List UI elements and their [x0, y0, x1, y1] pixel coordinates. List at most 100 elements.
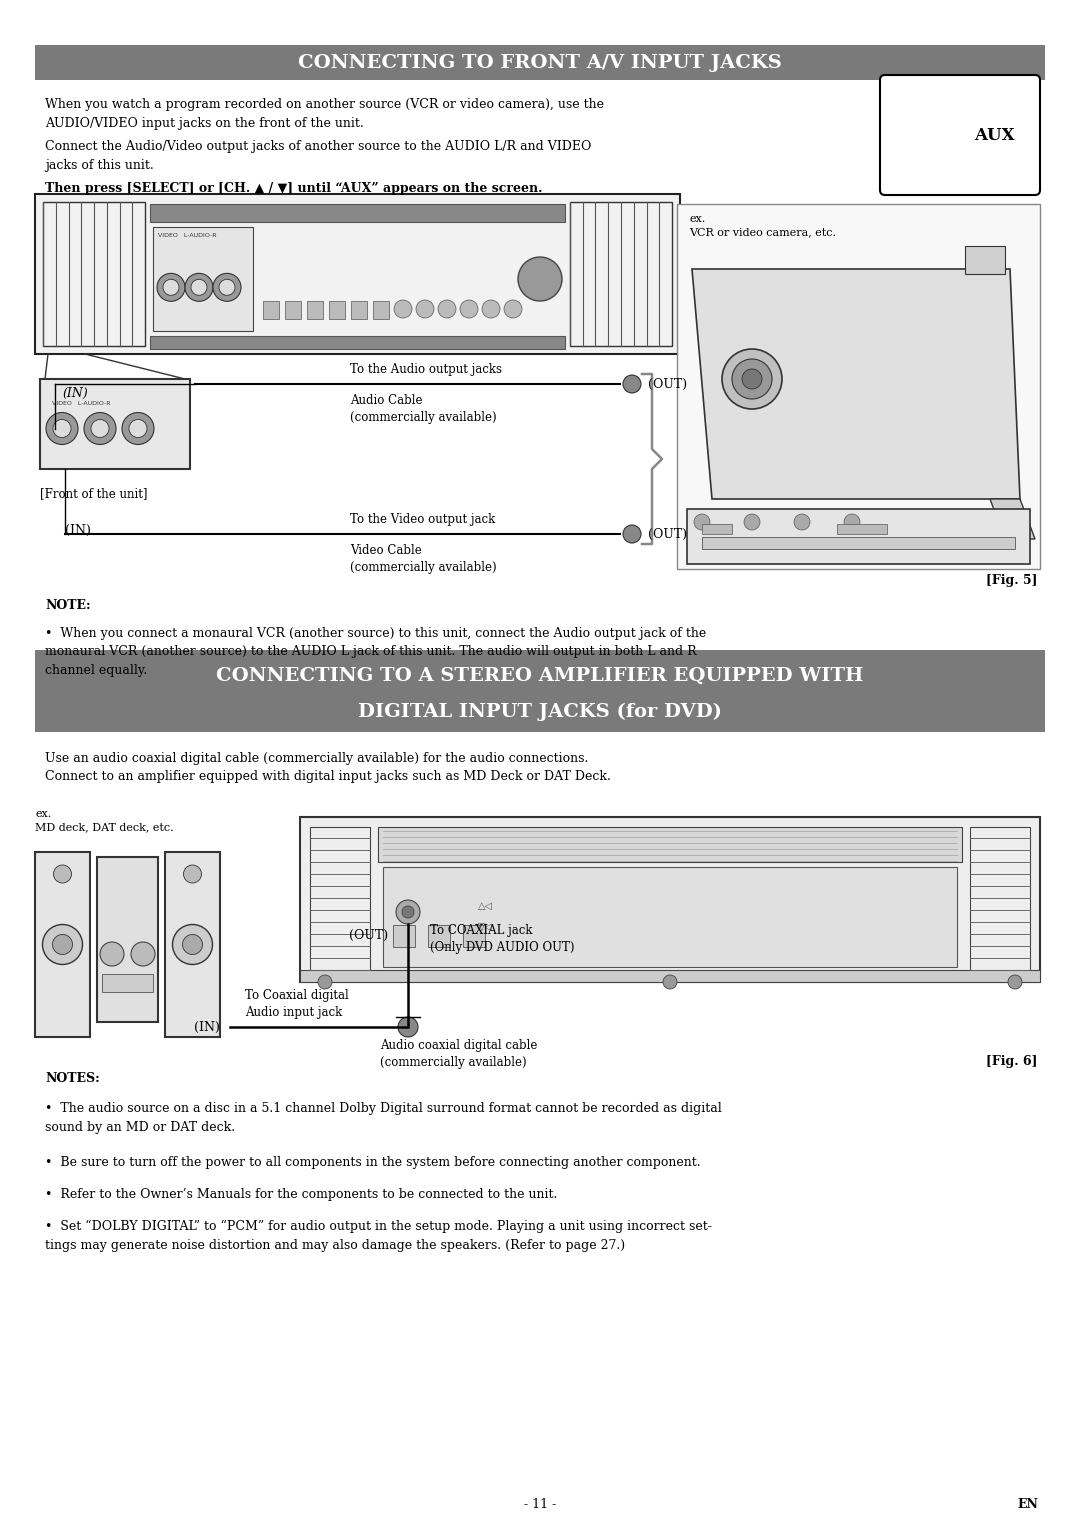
- Circle shape: [416, 301, 434, 317]
- Bar: [300, 971, 1040, 983]
- Circle shape: [394, 301, 411, 317]
- Text: •  Refer to the Owner’s Manuals for the components to be connected to the unit.: • Refer to the Owner’s Manuals for the c…: [45, 1189, 557, 1201]
- Text: (IN): (IN): [194, 1021, 220, 1033]
- Bar: [102, 974, 153, 992]
- Circle shape: [438, 301, 456, 317]
- Bar: [570, 201, 672, 346]
- Circle shape: [396, 900, 420, 925]
- Circle shape: [518, 256, 562, 301]
- Bar: [97, 858, 158, 1022]
- Text: VIDEO   L-AUDIO-R: VIDEO L-AUDIO-R: [158, 233, 216, 238]
- Bar: [165, 852, 220, 1038]
- Bar: [837, 523, 887, 534]
- Circle shape: [213, 273, 241, 301]
- Text: AUX: AUX: [974, 127, 1015, 143]
- Circle shape: [131, 942, 156, 966]
- Circle shape: [185, 273, 213, 301]
- Circle shape: [184, 865, 202, 884]
- Text: (OUT): (OUT): [349, 929, 388, 942]
- Bar: [687, 510, 1030, 565]
- Polygon shape: [990, 499, 1035, 539]
- Circle shape: [794, 514, 810, 530]
- Circle shape: [84, 412, 116, 444]
- Text: Then press [SELECT] or [CH. ▲ / ▼] until “AUX” appears on the screen.: Then press [SELECT] or [CH. ▲ / ▼] until…: [45, 182, 542, 195]
- Circle shape: [402, 906, 414, 919]
- Circle shape: [723, 349, 782, 409]
- Circle shape: [173, 925, 213, 964]
- Text: ex.
VCR or video camera, etc.: ex. VCR or video camera, etc.: [689, 214, 836, 237]
- Bar: [307, 301, 323, 319]
- Text: To the Audio output jacks: To the Audio output jacks: [350, 363, 502, 375]
- Circle shape: [504, 301, 522, 317]
- Circle shape: [744, 514, 760, 530]
- Bar: [153, 227, 253, 331]
- Circle shape: [163, 279, 179, 296]
- Text: Audio Cable
(commercially available): Audio Cable (commercially available): [350, 394, 497, 424]
- Bar: [35, 194, 680, 354]
- Bar: [35, 44, 1045, 79]
- Text: NOTES:: NOTES:: [45, 1071, 99, 1085]
- Text: NOTE:: NOTE:: [45, 600, 91, 612]
- Circle shape: [53, 420, 71, 438]
- Text: (IN): (IN): [65, 523, 91, 537]
- Text: •  When you connect a monaural VCR (another source) to this unit, connect the Au: • When you connect a monaural VCR (anoth…: [45, 627, 706, 678]
- Circle shape: [219, 279, 235, 296]
- Text: ▽◁: ▽◁: [478, 922, 492, 932]
- Text: To COAXIAL jack
(Only DVD AUDIO OUT): To COAXIAL jack (Only DVD AUDIO OUT): [430, 925, 575, 954]
- Bar: [329, 301, 345, 319]
- Circle shape: [460, 301, 478, 317]
- Text: (OUT): (OUT): [648, 377, 687, 391]
- Bar: [310, 827, 370, 972]
- Circle shape: [100, 942, 124, 966]
- Text: [Fig. 6]: [Fig. 6]: [986, 1054, 1038, 1068]
- Circle shape: [183, 934, 203, 954]
- Bar: [383, 867, 957, 967]
- Bar: [43, 201, 145, 346]
- Bar: [378, 827, 962, 862]
- Bar: [300, 816, 1040, 983]
- Bar: [428, 925, 450, 948]
- Circle shape: [399, 1016, 418, 1038]
- Circle shape: [318, 975, 332, 989]
- Bar: [150, 204, 565, 221]
- Bar: [463, 925, 485, 948]
- Circle shape: [482, 301, 500, 317]
- Text: Audio coaxial digital cable
(commercially available): Audio coaxial digital cable (commerciall…: [380, 1039, 538, 1070]
- Text: EN: EN: [1017, 1499, 1038, 1511]
- Text: Use an audio coaxial digital cable (commercially available) for the audio connec: Use an audio coaxial digital cable (comm…: [45, 752, 611, 783]
- Circle shape: [122, 412, 154, 444]
- Text: (OUT): (OUT): [648, 528, 687, 540]
- Text: Connect the Audio/Video output jacks of another source to the AUDIO L/R and VIDE: Connect the Audio/Video output jacks of …: [45, 140, 592, 171]
- Circle shape: [663, 975, 677, 989]
- Text: To the Video output jack: To the Video output jack: [350, 513, 496, 526]
- Text: •  The audio source on a disc in a 5.1 channel Dolby Digital surround format can: • The audio source on a disc in a 5.1 ch…: [45, 1102, 721, 1134]
- Text: - 11 -: - 11 -: [524, 1499, 556, 1511]
- Circle shape: [54, 865, 71, 884]
- Text: To Coaxial digital
Audio input jack: To Coaxial digital Audio input jack: [245, 989, 349, 1019]
- FancyBboxPatch shape: [880, 75, 1040, 195]
- Circle shape: [42, 925, 82, 964]
- Circle shape: [157, 273, 185, 301]
- Circle shape: [191, 279, 207, 296]
- Circle shape: [129, 420, 147, 438]
- Bar: [40, 378, 190, 468]
- Circle shape: [694, 514, 710, 530]
- Text: •  Be sure to turn off the power to all components in the system before connecti: • Be sure to turn off the power to all c…: [45, 1157, 701, 1169]
- Bar: [970, 827, 1030, 972]
- Circle shape: [623, 525, 642, 543]
- Bar: [677, 204, 1040, 569]
- Text: When you watch a program recorded on another source (VCR or video camera), use t: When you watch a program recorded on ano…: [45, 98, 604, 130]
- Text: CONNECTING TO A STEREO AMPLIFIER EQUIPPED WITH: CONNECTING TO A STEREO AMPLIFIER EQUIPPE…: [216, 667, 864, 685]
- Text: [Front of the unit]: [Front of the unit]: [40, 487, 148, 501]
- Text: (IN): (IN): [62, 388, 87, 400]
- Bar: [35, 650, 1045, 732]
- Circle shape: [843, 514, 860, 530]
- Circle shape: [732, 359, 772, 398]
- Bar: [373, 301, 389, 319]
- Text: VIDEO   L-AUDIO-R: VIDEO L-AUDIO-R: [52, 401, 110, 406]
- Bar: [150, 336, 565, 349]
- Circle shape: [46, 412, 78, 444]
- Bar: [966, 246, 1005, 275]
- Text: DIGITAL INPUT JACKS (for DVD): DIGITAL INPUT JACKS (for DVD): [359, 702, 721, 720]
- Text: Video Cable
(commercially available): Video Cable (commercially available): [350, 543, 497, 574]
